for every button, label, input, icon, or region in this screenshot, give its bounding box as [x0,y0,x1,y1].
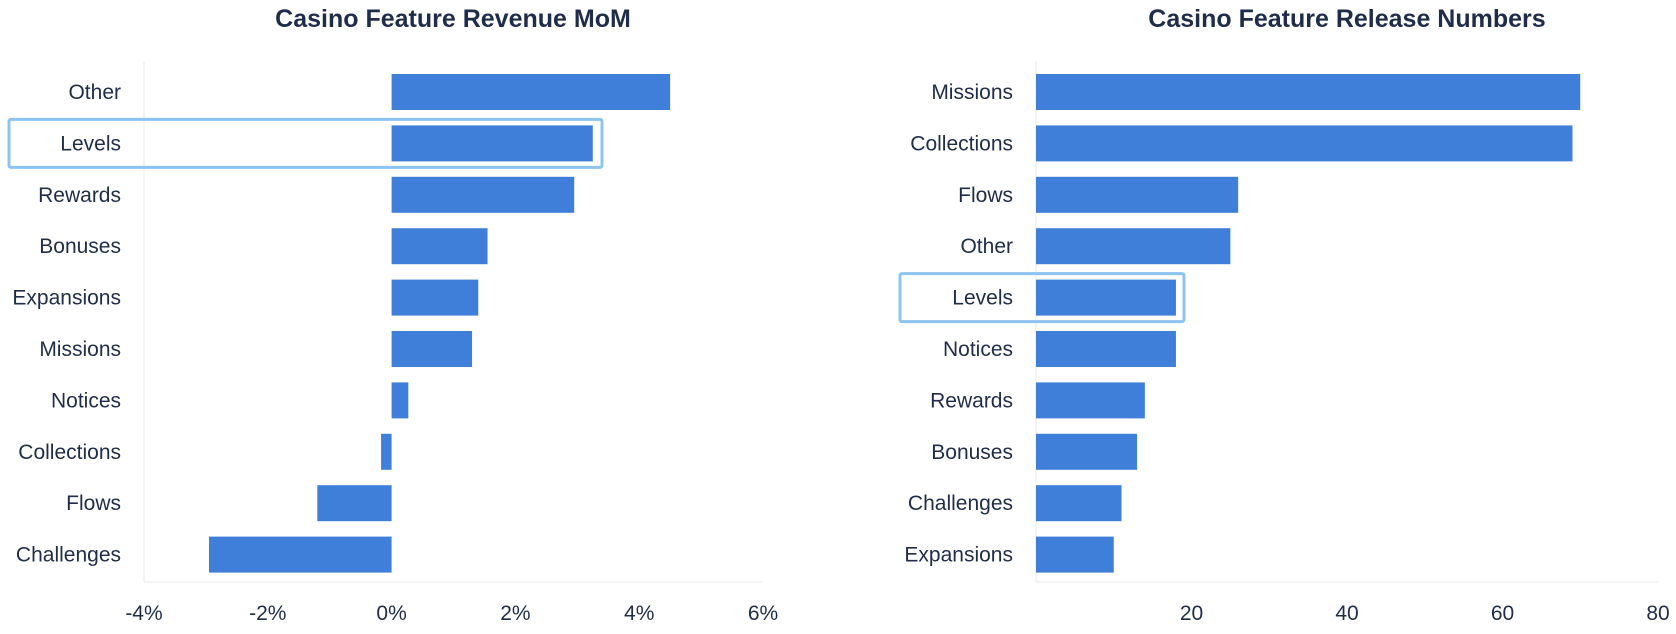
category-label: Missions [39,338,121,361]
bar-other [1036,228,1231,265]
x-tick-label: 6% [748,602,778,625]
bar-notices [391,382,409,419]
category-label: Other [68,81,121,104]
category-label: Expansions [904,544,1013,567]
category-label: Bonuses [39,235,121,258]
chart-title: Casino Feature Revenue MoM [275,5,631,33]
category-label: Challenges [908,492,1013,515]
bar-collections [381,433,392,470]
bar-collections [1036,125,1573,162]
category-label: Challenges [16,544,121,567]
category-label: Rewards [38,184,121,207]
bar-rewards [1036,382,1145,419]
category-label: Collections [18,441,121,464]
x-tick-label: 0% [376,602,406,625]
bar-other [391,74,671,110]
bar-challenges [1036,485,1122,522]
category-label: Rewards [930,389,1013,412]
category-label: Notices [943,338,1013,361]
category-label: Other [960,235,1013,258]
bar-rewards [391,176,575,213]
bar-missions [391,331,473,367]
x-tick-label: 80 [1646,602,1669,625]
x-tick-label: 40 [1335,602,1358,625]
bar-expansions [391,279,479,316]
bar-levels [1036,279,1176,316]
category-label: Flows [958,184,1013,207]
bar-bonuses [391,228,488,265]
bar-missions [1036,74,1581,110]
x-tick-label: -2% [249,602,286,625]
category-label: Bonuses [931,441,1013,464]
highlight-box [7,117,604,169]
category-label: Expansions [12,287,121,310]
chart-title: Casino Feature Release Numbers [1148,5,1545,33]
x-tick-label: 4% [624,602,654,625]
category-label: Notices [51,389,121,412]
bar-bonuses [1036,433,1138,470]
category-label: Collections [910,132,1013,155]
bar-notices [1036,331,1176,367]
revenue-mom-chart: Casino Feature Revenue MoM -4% -2% 0% 2% 4% 6… [7,5,778,625]
x-tick-label: -4% [125,602,162,625]
bar-challenges [208,536,392,573]
category-label: Levels [60,132,121,155]
release-numbers-chart: Casino Feature Release Numbers 20 40 60 80 M… [898,5,1670,625]
bar-flows [317,485,392,522]
category-label: Flows [66,492,121,515]
category-label: Levels [952,287,1013,310]
x-tick-label: 20 [1180,602,1203,625]
x-tick-label: 2% [500,602,530,625]
category-label: Missions [931,81,1013,104]
x-tick-label: 60 [1491,602,1514,625]
highlight-box [898,272,1186,324]
bar-levels [391,125,593,162]
bar-expansions [1036,536,1114,573]
bar-flows [1036,176,1239,213]
